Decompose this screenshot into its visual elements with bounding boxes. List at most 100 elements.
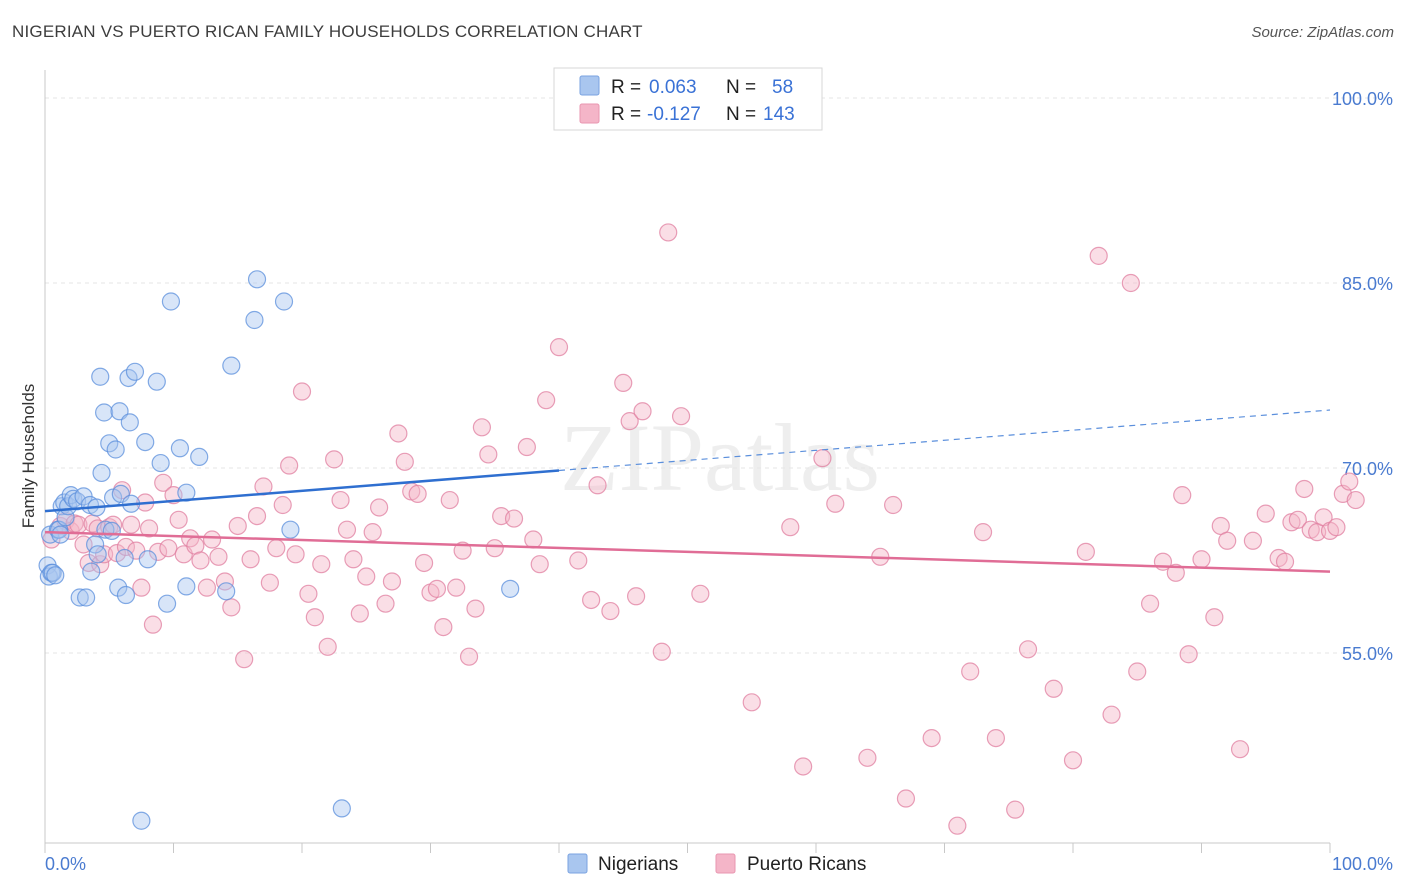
point-puerto-ricans-86 (582, 590, 601, 610)
bottom-legend-swatch-puerto-ricans (715, 853, 736, 874)
point-puerto-ricans-31 (191, 551, 210, 570)
bottom-legend-label-nigerians: Nigerians (598, 854, 678, 875)
y-tick-label-0: 55.0% (1342, 644, 1393, 664)
point-nigerians-43 (138, 550, 157, 569)
point-puerto-ricans-129 (1230, 740, 1250, 759)
point-puerto-ricans-46 (286, 545, 305, 564)
point-puerto-ricans-82 (530, 555, 549, 574)
point-puerto-ricans-71 (447, 578, 466, 597)
point-puerto-ricans-61 (382, 572, 402, 591)
watermark: ZIPatlas (560, 404, 880, 511)
point-puerto-ricans-81 (524, 530, 543, 549)
point-puerto-ricans-75 (472, 418, 491, 437)
x-tick-label-0: 0.0% (45, 854, 86, 874)
point-puerto-ricans-120 (1140, 594, 1160, 613)
point-puerto-ricans-83 (537, 391, 556, 410)
point-puerto-ricans-58 (363, 523, 382, 542)
point-nigerians-26 (95, 403, 114, 422)
point-puerto-ricans-51 (318, 637, 337, 656)
point-puerto-ricans-94 (659, 223, 678, 242)
point-puerto-ricans-131 (1256, 504, 1275, 523)
point-puerto-ricans-126 (1205, 608, 1224, 627)
point-puerto-ricans-32 (197, 578, 217, 597)
point-puerto-ricans-107 (948, 816, 967, 835)
point-puerto-ricans-98 (781, 518, 800, 537)
point-puerto-ricans-144 (1346, 490, 1365, 510)
point-nigerians-24 (91, 367, 110, 386)
bottom-legend-label-puerto-ricans: Puerto Ricans (747, 854, 866, 875)
point-puerto-ricans-74 (466, 599, 485, 618)
point-puerto-ricans-60 (376, 594, 395, 613)
chart-title: NIGERIAN VS PUERTO RICAN FAMILY HOUSEHOL… (12, 22, 643, 41)
point-nigerians-18 (77, 588, 96, 607)
point-puerto-ricans-44 (273, 495, 292, 515)
point-puerto-ricans-21 (139, 519, 159, 538)
point-nigerians-52 (217, 582, 236, 601)
legend-n-label-2: N = (726, 104, 756, 125)
point-nigerians-59 (501, 579, 520, 598)
point-puerto-ricans-79 (504, 509, 524, 528)
point-puerto-ricans-56 (350, 604, 369, 623)
point-puerto-ricans-109 (973, 523, 993, 542)
point-puerto-ricans-68 (427, 579, 447, 598)
legend-r-label-2: R = (611, 104, 641, 125)
point-puerto-ricans-48 (299, 584, 318, 603)
point-puerto-ricans-97 (742, 693, 761, 712)
point-puerto-ricans-19 (132, 578, 151, 597)
legend-r-label-1: R = (611, 77, 641, 98)
y-tick-label-3: 100.0% (1332, 89, 1393, 109)
point-nigerians-35 (115, 548, 134, 568)
point-puerto-ricans-76 (479, 445, 498, 464)
point-nigerians-4 (43, 563, 62, 582)
point-puerto-ricans-101 (826, 494, 845, 513)
x-tick-labels: 0.0% 100.0% (45, 854, 1393, 874)
legend-r-value-1: 0.063 (649, 77, 697, 98)
bottom-legend-swatch-nigerians (567, 853, 588, 874)
point-puerto-ricans-53 (331, 490, 350, 510)
point-nigerians-23 (88, 545, 107, 564)
trend-line-nigerians-extension (558, 409, 1331, 472)
point-puerto-ricans-39 (241, 550, 260, 569)
point-puerto-ricans-73 (459, 647, 479, 666)
point-nigerians-56 (274, 292, 294, 311)
point-puerto-ricans-84 (549, 338, 569, 357)
point-puerto-ricans-115 (1076, 542, 1095, 561)
point-puerto-ricans-37 (228, 516, 247, 536)
point-puerto-ricans-45 (280, 456, 299, 475)
point-puerto-ricans-80 (517, 437, 536, 457)
point-nigerians-58 (332, 799, 351, 818)
point-puerto-ricans-59 (370, 498, 389, 517)
point-nigerians-32 (109, 578, 128, 597)
legend-n-value-2: 143 (763, 104, 795, 125)
point-puerto-ricans-128 (1218, 531, 1237, 550)
point-puerto-ricans-34 (209, 547, 228, 566)
source-label: Source: ZipAtlas.com (1251, 24, 1394, 41)
correlation-legend: R = 0.063 N = 58 R = -0.127 N = 143 (553, 67, 823, 131)
point-puerto-ricans-124 (1179, 645, 1198, 664)
point-puerto-ricans-93 (652, 642, 671, 661)
point-puerto-ricans-95 (671, 407, 691, 426)
point-puerto-ricans-38 (235, 650, 254, 669)
point-puerto-ricans-99 (794, 757, 813, 776)
point-nigerians-53 (222, 356, 241, 375)
point-nigerians-29 (102, 521, 121, 541)
point-puerto-ricans-96 (691, 584, 710, 603)
point-puerto-ricans-91 (626, 587, 646, 606)
y-tick-labels: 55.0% 70.0% 85.0% 100.0% (1332, 89, 1393, 664)
point-puerto-ricans-143 (1340, 472, 1359, 491)
point-puerto-ricans-63 (395, 452, 414, 471)
point-nigerians-47 (161, 292, 181, 311)
point-puerto-ricans-72 (453, 541, 472, 560)
point-puerto-ricans-92 (633, 402, 652, 421)
point-puerto-ricans-24 (154, 473, 173, 492)
point-nigerians-51 (190, 447, 209, 466)
point-nigerians-54 (245, 310, 264, 330)
point-puerto-ricans-130 (1243, 531, 1263, 550)
point-nigerians-48 (170, 439, 190, 458)
point-puerto-ricans-70 (440, 490, 459, 510)
y-tick-label-1: 70.0% (1342, 459, 1393, 479)
point-puerto-ricans-66 (414, 553, 434, 573)
point-nigerians-16 (70, 588, 89, 607)
point-puerto-ricans-40 (247, 506, 267, 526)
point-nigerians-38 (120, 413, 139, 432)
